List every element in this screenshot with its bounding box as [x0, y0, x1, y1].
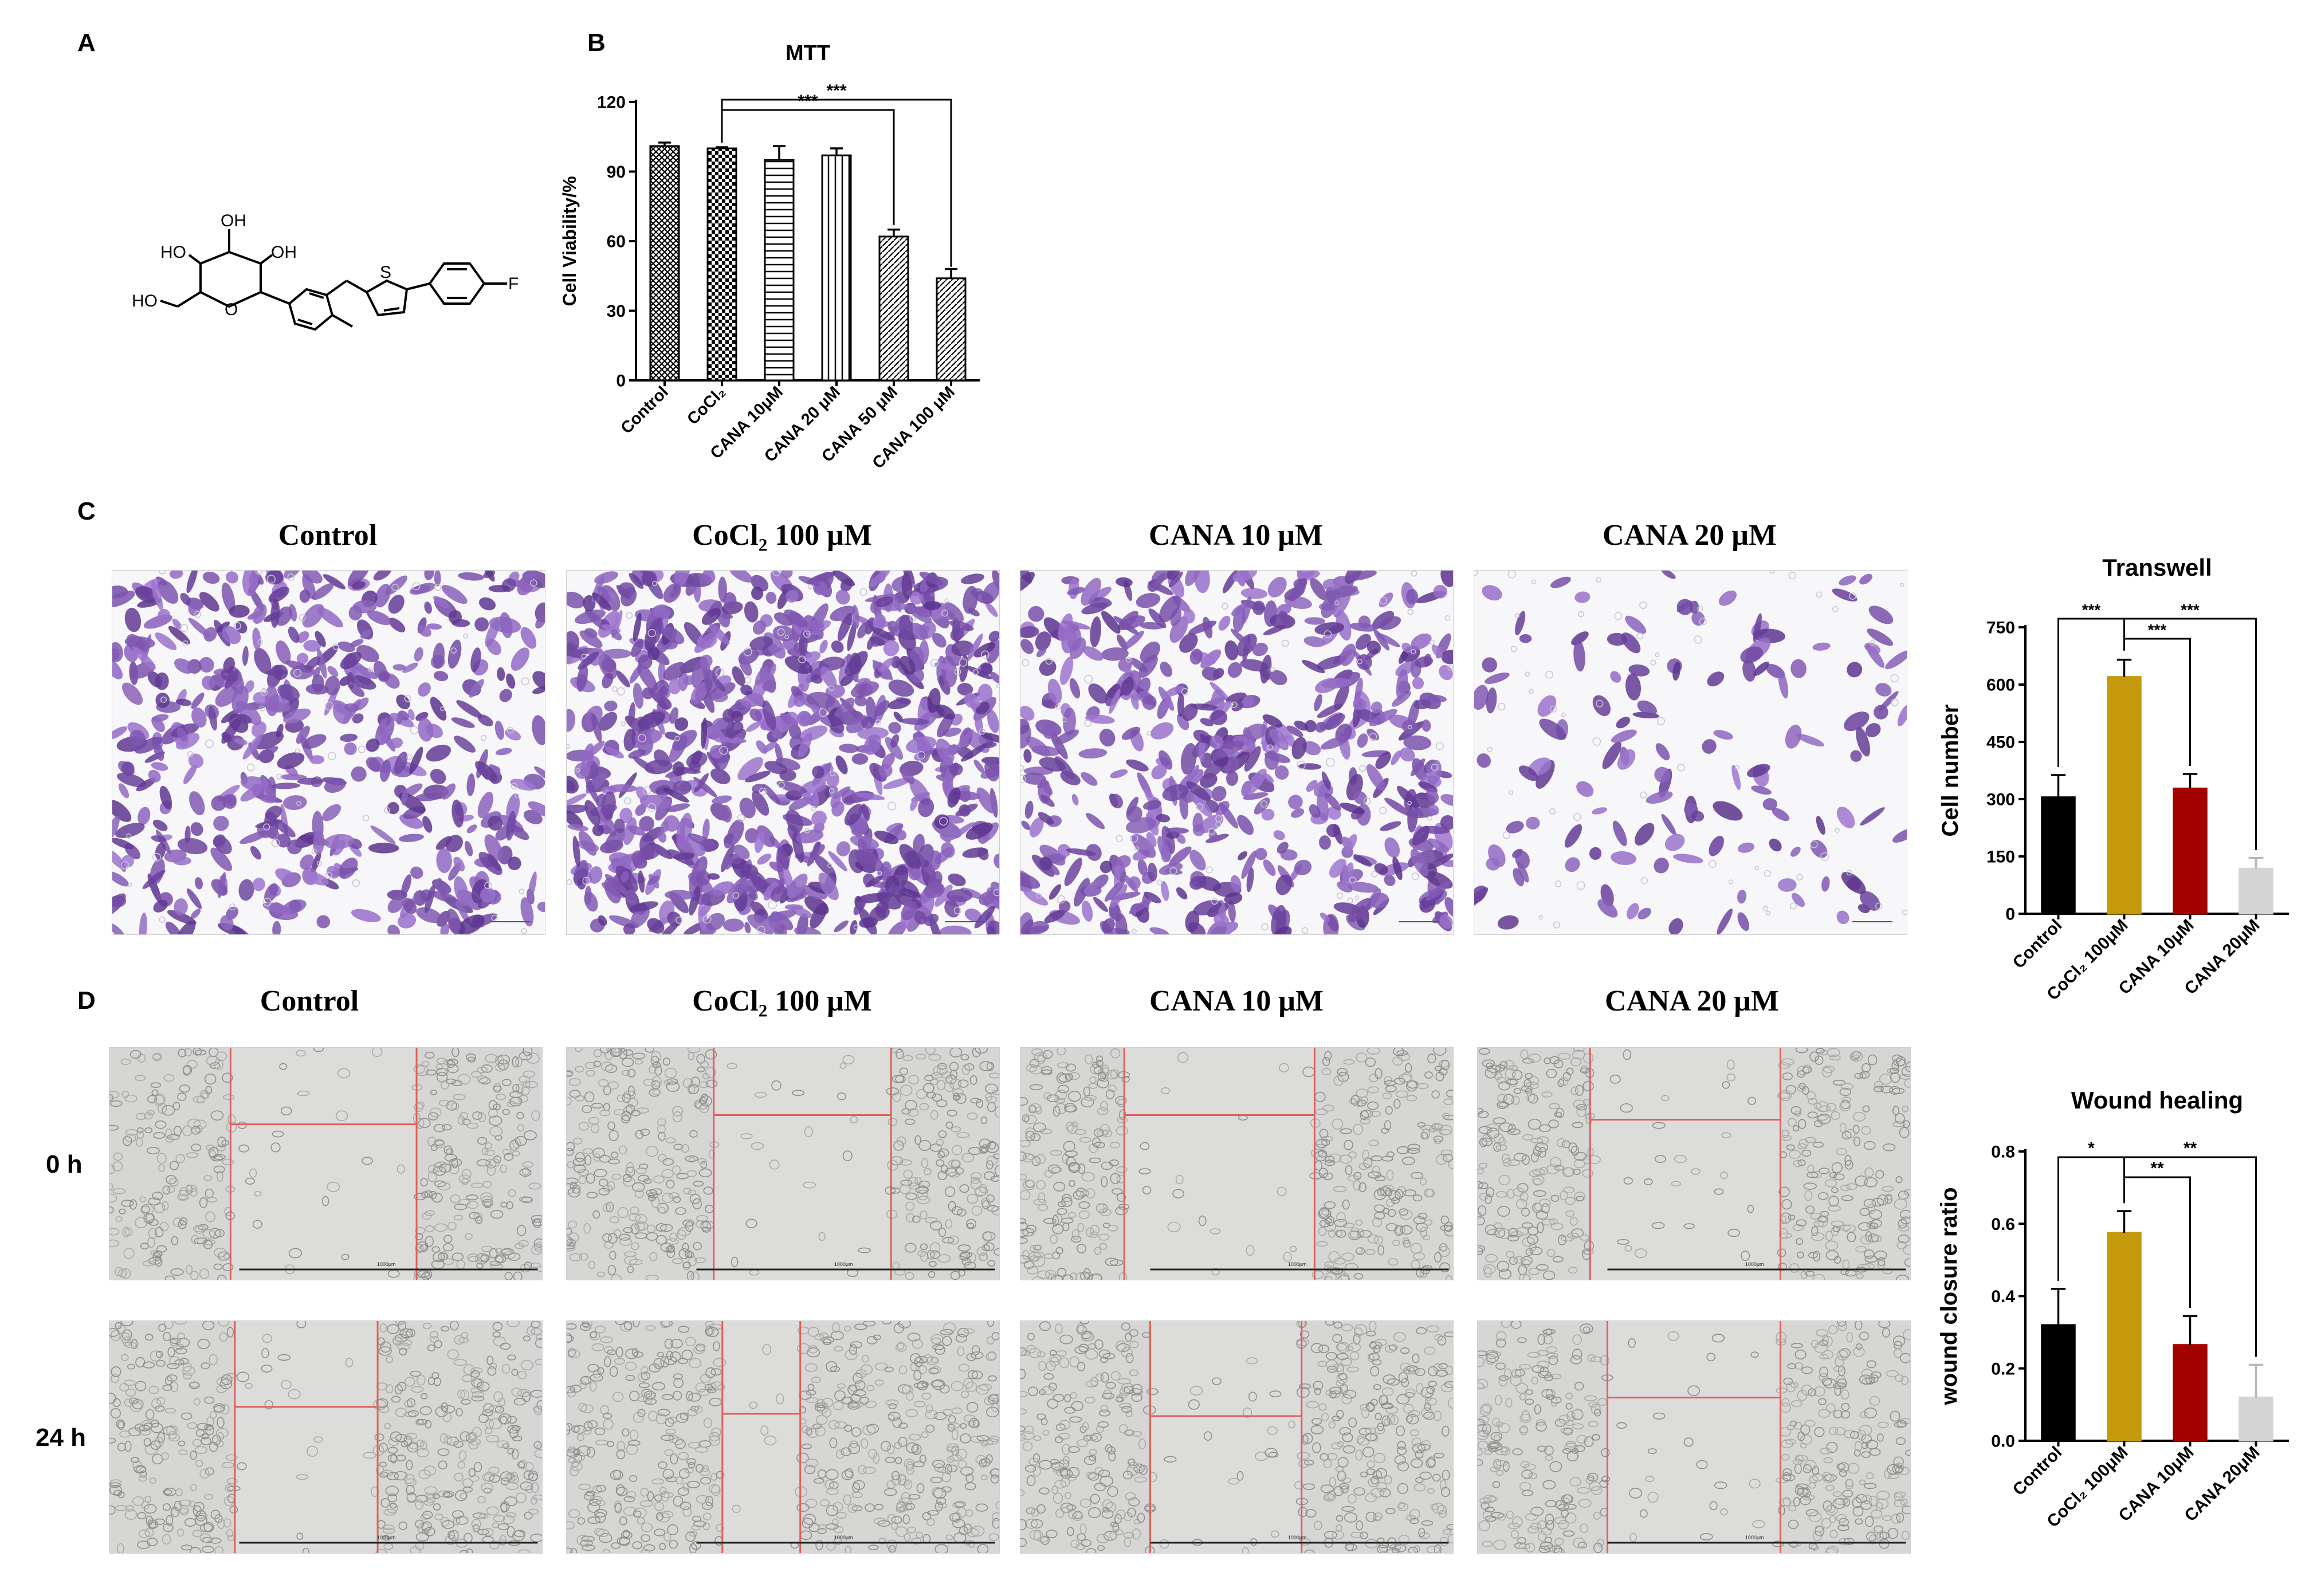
panel-letter-a: A — [77, 29, 96, 57]
wound-micrograph: 1000μm — [1020, 1047, 1454, 1280]
significance-bracket — [2123, 1156, 2257, 1357]
transwell-column-title: CANA 20 μM — [1603, 519, 1777, 552]
bar-3 — [2173, 1344, 2208, 1442]
wound-micrograph: 1000μm — [1477, 1047, 1911, 1280]
bar-3 — [2173, 787, 2208, 915]
y-tick-label: 60 — [607, 233, 626, 251]
y-tick-label: 30 — [607, 302, 626, 321]
significance-label: * — [2088, 1139, 2095, 1158]
significance-bracket — [721, 99, 952, 267]
wound-column-title: Control — [260, 985, 359, 1017]
bar-4 — [2239, 867, 2273, 915]
wound-healing-chart: Wound healing wound closure ratio 0.0 0.2 0.… — [1937, 1087, 2289, 1531]
transwell-micrograph — [566, 570, 1000, 935]
wound-micrograph: 1000μm — [109, 1047, 543, 1280]
wound-column-title: CANA 20 μM — [1605, 985, 1779, 1017]
wound-micrograph: 1000μm — [1477, 1320, 1911, 1554]
y-tick-label: 0 — [616, 372, 626, 391]
y-tick-label: 750 — [1986, 619, 2015, 638]
wound-micrograph: 1000μm — [109, 1320, 543, 1554]
chart-title: Transwell — [2102, 554, 2212, 581]
wound-column-title: CoCl₂ 100 μM — [692, 985, 872, 1017]
bar-1 — [649, 145, 680, 382]
bar-5 — [878, 235, 909, 382]
wound-micrograph: 1000μm — [566, 1320, 1000, 1554]
significance-label: *** — [798, 92, 818, 111]
category-label: Control — [2009, 916, 2066, 973]
scale-bar-label: 1000μm — [1745, 1261, 1764, 1267]
time-row-label: 24 h — [36, 1424, 87, 1452]
y-axis-label: Cell number — [1938, 704, 1963, 836]
panel-letter-d: D — [77, 986, 96, 1015]
scale-bar-label: 1000μm — [1745, 1535, 1764, 1540]
hydroxyl-label: HO — [132, 292, 158, 310]
transwell-column-title: Control — [278, 519, 378, 552]
y-tick-label: 600 — [1986, 676, 2015, 695]
y-tick-label: 150 — [1986, 848, 2015, 867]
y-tick-label: 300 — [1986, 791, 2015, 809]
chart-title: MTT — [786, 41, 830, 65]
hydroxyl-label: HO — [160, 243, 186, 262]
bar-3 — [764, 159, 795, 382]
transwell-column-title: CANA 10 μM — [1149, 519, 1323, 552]
fluorine-label: F — [508, 274, 519, 293]
y-tick-label: 0.6 — [1991, 1215, 2015, 1234]
significance-label: *** — [2148, 621, 2167, 639]
hydroxyl-label: OH — [271, 243, 297, 262]
scale-bar-label: 1000μm — [834, 1261, 853, 1267]
panel-letter-c: C — [77, 497, 96, 525]
wound-column-title: CANA 10 μM — [1149, 985, 1324, 1017]
category-label: CoCl₂ — [684, 383, 729, 429]
bar-4 — [2239, 1396, 2273, 1442]
y-tick-label: 120 — [597, 93, 626, 112]
canagliflozin-structure: OH HO OH HO O S F — [132, 211, 519, 331]
wound-micrograph: 1000μm — [1020, 1320, 1454, 1554]
significance-label: *** — [826, 81, 846, 100]
category-label: Control — [617, 383, 672, 438]
scale-bar-label: 1000μm — [377, 1535, 396, 1540]
category-label: Control — [2009, 1443, 2066, 1500]
bar-2 — [2107, 676, 2142, 915]
significance-bracket — [721, 109, 895, 225]
y-axis-label: wound closure ratio — [1937, 1187, 1962, 1405]
significance-label: ** — [2150, 1159, 2164, 1178]
scale-bar-label: 1000μm — [1288, 1535, 1307, 1540]
y-tick-label: 0.4 — [1991, 1287, 2015, 1306]
significance-label: ** — [2184, 1139, 2197, 1158]
significance-label: *** — [2082, 601, 2101, 619]
mtt-chart: MTT Cell Viability/% 0 30 60 90 120 Control CoCl… — [559, 41, 980, 473]
transwell-micrograph — [1020, 570, 1454, 935]
bar-2 — [706, 147, 737, 382]
significance-bracket — [2123, 618, 2257, 850]
bar-6 — [936, 277, 967, 382]
bar-4 — [821, 154, 852, 382]
sulfur-label: S — [380, 263, 391, 282]
transwell-column-title: CoCl₂ 100 μM — [692, 519, 872, 552]
y-tick-label: 450 — [1986, 733, 2015, 752]
transwell-micrograph — [112, 570, 545, 935]
bar-1 — [2041, 796, 2076, 915]
transwell-micrograph — [1474, 570, 1907, 935]
y-tick-label: 90 — [607, 163, 626, 182]
scale-bar-label: 1000μm — [377, 1261, 396, 1267]
panel-letter-b: B — [587, 29, 606, 57]
y-tick-label: 0.0 — [1991, 1432, 2015, 1451]
chart-title: Wound healing — [2071, 1087, 2243, 1114]
hydroxyl-label: OH — [221, 211, 246, 230]
scale-bar-label: 1000μm — [834, 1535, 853, 1540]
transwell-chart: Transwell Cell number 0 150 300 450 600 750 Cont… — [1938, 554, 2289, 1004]
bar-2 — [2107, 1232, 2142, 1442]
time-row-label: 0 h — [46, 1150, 83, 1178]
y-axis-label: Cell Viability/% — [559, 176, 580, 306]
oxygen-label: O — [225, 300, 238, 319]
bar-1 — [2041, 1324, 2076, 1442]
y-tick-label: 0.8 — [1991, 1143, 2015, 1162]
significance-label: *** — [2181, 601, 2200, 619]
wound-micrograph: 1000μm — [566, 1047, 1000, 1280]
scale-bar-label: 1000μm — [1288, 1261, 1307, 1267]
y-tick-label: 0.2 — [1991, 1359, 2015, 1378]
y-tick-label: 0 — [2005, 905, 2015, 924]
